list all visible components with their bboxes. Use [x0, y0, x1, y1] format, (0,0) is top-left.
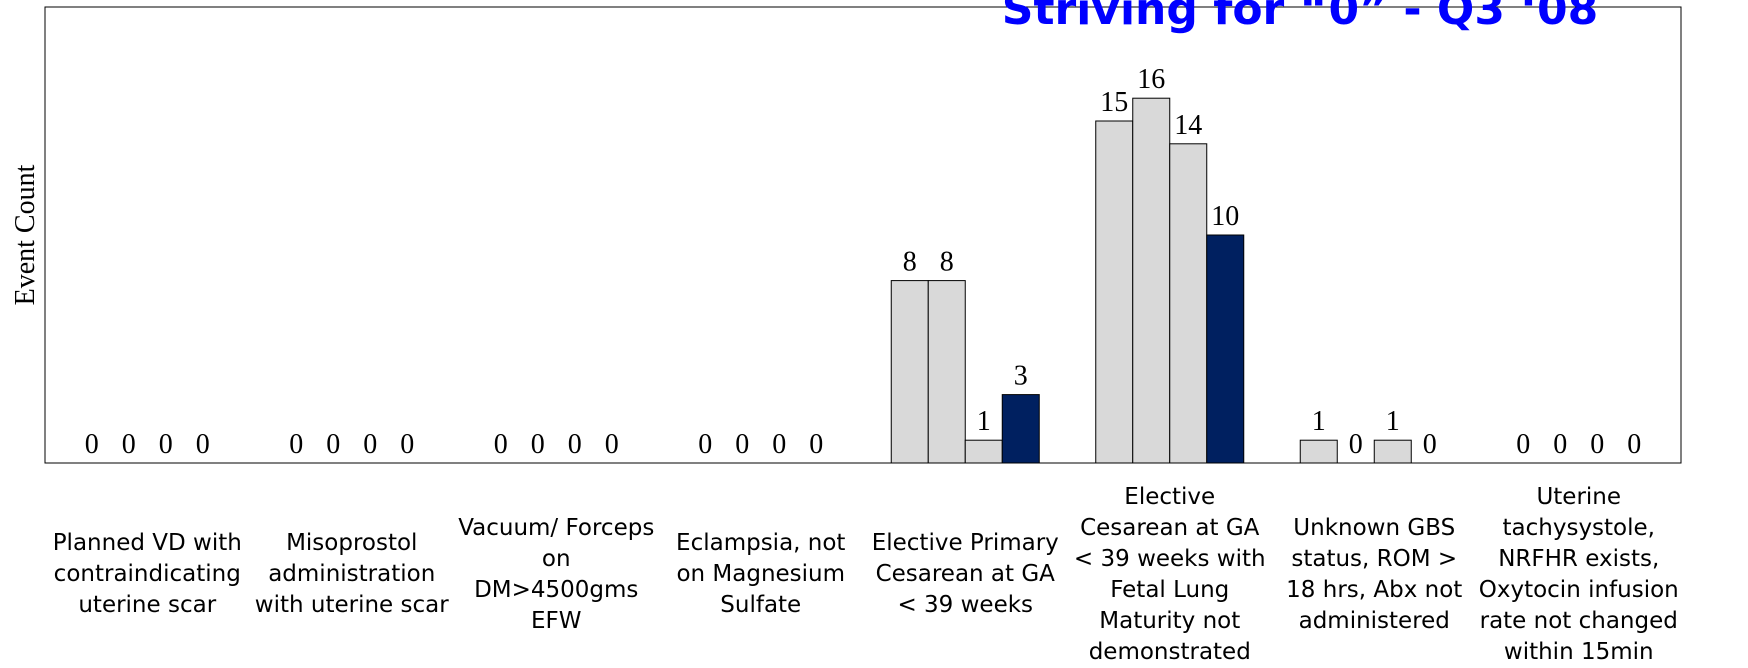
bar — [1373, 439, 1412, 464]
value-label: 10 — [1211, 201, 1239, 232]
bar — [1169, 143, 1208, 464]
bar — [890, 280, 929, 464]
value-label: 14 — [1174, 110, 1202, 141]
value-label: 0 — [494, 429, 508, 460]
value-label: 3 — [1014, 361, 1028, 392]
value-label: 0 — [1627, 429, 1641, 460]
value-label: 0 — [568, 429, 582, 460]
value-label: 8 — [940, 247, 954, 278]
value-label: 1 — [1312, 406, 1326, 437]
value-label: 8 — [903, 247, 917, 278]
value-label: 0 — [531, 429, 545, 460]
value-label: 0 — [605, 429, 619, 460]
value-label: 0 — [196, 429, 210, 460]
value-label: 16 — [1137, 64, 1165, 95]
x-tick-label: Uterine tachysystole, NRFHR exists, Oxyt… — [1478, 483, 1679, 665]
value-label: 0 — [289, 429, 303, 460]
value-label: 15 — [1100, 87, 1128, 118]
value-label: 0 — [1590, 429, 1604, 460]
value-label: 0 — [698, 429, 712, 460]
value-label: 1 — [1386, 406, 1400, 437]
value-label: 0 — [326, 429, 340, 460]
value-label: 0 — [159, 429, 173, 460]
value-label: 0 — [1516, 429, 1530, 460]
chart-title: Striving for “0” - Q3 ‘08 — [1002, 0, 1598, 35]
plot-frame — [44, 6, 1682, 464]
y-axis-label: Event Count — [10, 164, 41, 305]
value-label: 0 — [85, 429, 99, 460]
x-tick-label: Unknown GBS status, ROM > 18 hrs, Abx no… — [1286, 514, 1463, 634]
value-label: 0 — [363, 429, 377, 460]
bar — [927, 280, 966, 464]
value-label: 0 — [1553, 429, 1567, 460]
x-tick-label: Eclampsia, not on Magnesium Sulfate — [676, 530, 846, 618]
bar — [1132, 97, 1171, 464]
value-label: 0 — [809, 429, 823, 460]
x-tick-label: Elective Primary Cesarean at GA < 39 wee… — [871, 530, 1059, 618]
value-label: 0 — [735, 429, 749, 460]
value-label: 0 — [400, 429, 414, 460]
value-label: 0 — [122, 429, 136, 460]
bar — [1095, 120, 1134, 464]
bar — [1206, 234, 1245, 464]
value-label: 0 — [1423, 429, 1437, 460]
x-tick-label: Vacuum/ Forceps on DM>4500gms EFW — [458, 514, 655, 634]
value-label: 0 — [1349, 429, 1363, 460]
value-label: 1 — [977, 406, 991, 437]
x-tick-label: Misoprostol administration with uterine … — [254, 530, 449, 618]
value-label: 0 — [772, 429, 786, 460]
x-tick-label: Planned VD with contraindicating uterine… — [52, 530, 242, 618]
bar — [964, 439, 1003, 464]
x-tick-label: Elective Cesarean at GA < 39 weeks with … — [1073, 483, 1266, 665]
bar — [1299, 439, 1338, 464]
bar — [1001, 394, 1040, 464]
